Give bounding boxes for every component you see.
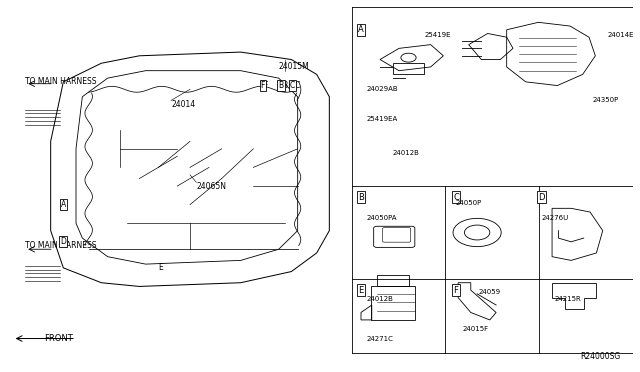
Text: C: C: [290, 81, 295, 90]
Text: 24059: 24059: [478, 289, 500, 295]
Text: 24015F: 24015F: [462, 326, 488, 332]
Text: D: D: [60, 237, 67, 246]
Text: 24276U: 24276U: [541, 215, 569, 221]
Text: F: F: [454, 286, 458, 295]
Text: 25419E: 25419E: [424, 32, 451, 38]
Text: C: C: [294, 81, 300, 90]
Text: 24014: 24014: [171, 100, 195, 109]
Text: F: F: [263, 81, 268, 90]
Text: B: B: [282, 81, 287, 90]
Text: 24215R: 24215R: [554, 296, 581, 302]
Text: A: A: [358, 25, 364, 34]
Text: 24065N: 24065N: [196, 182, 227, 190]
Text: B: B: [278, 81, 284, 90]
Bar: [377, 275, 408, 286]
Text: 25419EA: 25419EA: [366, 116, 397, 122]
Text: E: E: [158, 263, 163, 272]
Text: E: E: [358, 286, 364, 295]
Text: 24050P: 24050P: [456, 200, 483, 206]
Text: FRONT: FRONT: [44, 334, 73, 343]
Text: A: A: [61, 200, 66, 209]
Bar: [371, 286, 415, 320]
Text: 24350P: 24350P: [592, 97, 618, 103]
Text: 24271C: 24271C: [366, 336, 393, 341]
Text: F: F: [260, 81, 265, 90]
Text: 24050PA: 24050PA: [366, 215, 397, 221]
Bar: [393, 63, 424, 74]
Text: 24029AB: 24029AB: [366, 86, 397, 92]
Text: 24015M: 24015M: [278, 62, 309, 71]
Text: 24014E: 24014E: [608, 32, 634, 38]
Text: 24012B: 24012B: [366, 296, 393, 302]
Text: TO MAIN HARNESS: TO MAIN HARNESS: [26, 77, 97, 86]
Text: TO MAIN HARNESS: TO MAIN HARNESS: [26, 241, 97, 250]
Text: D: D: [538, 193, 545, 202]
Text: C: C: [453, 193, 459, 202]
Text: B: B: [358, 193, 364, 202]
Text: R24000SG: R24000SG: [580, 352, 621, 361]
Text: 24012B: 24012B: [393, 150, 420, 155]
